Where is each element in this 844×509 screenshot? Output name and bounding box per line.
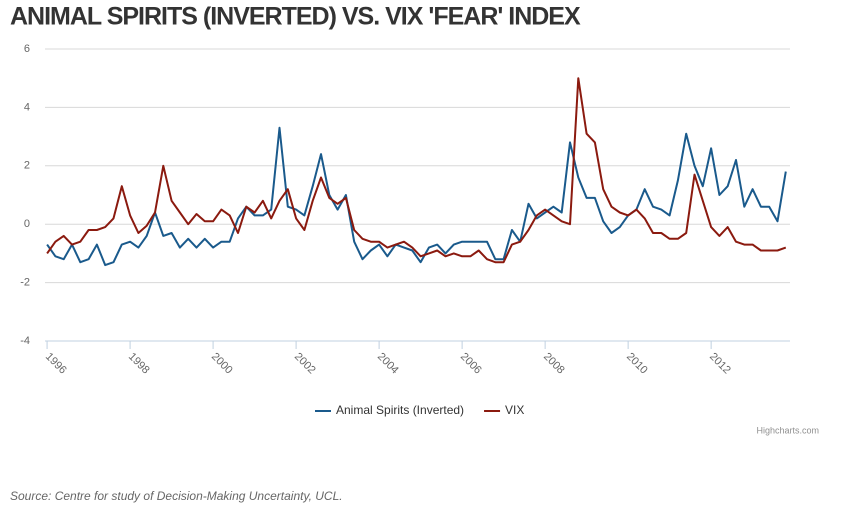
y-tick-label: -4 [20,335,30,347]
x-tick-label: 1998 [126,351,152,377]
series-line [46,126,787,267]
x-tick-label: 2012 [707,351,733,377]
legend-label[interactable]: VIX [505,403,524,417]
y-tick-label: 0 [24,218,30,230]
series-line [46,77,787,264]
chart-title: ANIMAL SPIRITS (INVERTED) VS. VIX 'FEAR'… [10,3,581,31]
y-tick-label: 4 [24,101,30,113]
x-tick-label: 2004 [375,351,401,377]
x-tick-label: 2006 [458,351,484,377]
y-tick-label: 2 [24,160,30,172]
x-tick-label: 2000 [209,351,235,377]
x-tick-label: 2002 [292,351,318,377]
x-tick-label: 2010 [624,351,650,377]
y-tick-label: -2 [20,277,30,289]
legend-label[interactable]: Animal Spirits (Inverted) [336,403,464,417]
x-tick-label: 2008 [541,351,567,377]
source-note: Source: Centre for study of Decision-Mak… [10,489,343,503]
credits[interactable]: Highcharts.com [756,425,819,435]
x-tick-label: 1996 [43,351,69,377]
y-tick-label: 6 [24,43,30,55]
